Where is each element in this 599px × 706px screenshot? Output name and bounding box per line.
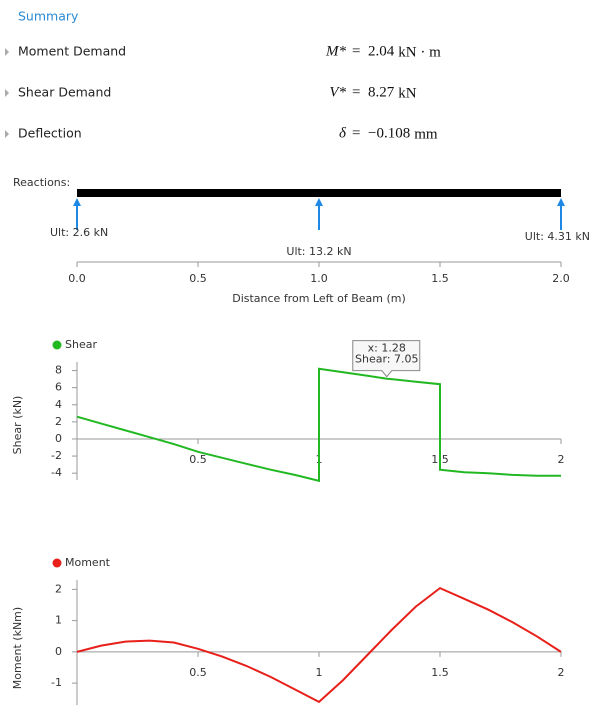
tooltip-box — [352, 340, 421, 378]
x-tick-label: 2 — [558, 453, 565, 466]
y-tick-label: 0 — [55, 645, 62, 658]
reaction-arrowhead — [557, 198, 565, 206]
reaction-arrowhead — [73, 198, 81, 206]
y-axis-label: Shear (kN) — [11, 396, 24, 455]
y-tick-label: 2 — [55, 415, 62, 428]
x-tick-label: 0.5 — [189, 272, 207, 285]
x-tick-label: 0.5 — [189, 453, 207, 466]
x-tick-label: 1.5 — [431, 272, 449, 285]
formula-equals: = — [352, 84, 360, 100]
expand-arrow[interactable] — [5, 89, 9, 97]
y-tick-label: 6 — [55, 381, 62, 394]
x-tick-label: 2 — [558, 666, 565, 679]
formula-value: 2.04 — [368, 43, 395, 59]
reaction-arrowhead — [315, 198, 323, 206]
tooltip-text: x: 1.28 — [368, 342, 406, 355]
y-tick-label: -4 — [51, 466, 62, 479]
legend-marker[interactable] — [52, 340, 62, 350]
row-label[interactable]: Moment Demand — [18, 44, 126, 59]
row-label[interactable]: Deflection — [18, 126, 82, 141]
formula-symbol: M* — [325, 43, 346, 59]
x-tick-label: 2.0 — [552, 272, 570, 285]
formula-unit: kN — [398, 85, 417, 101]
reaction-label: Ult: 2.6 kN — [50, 226, 108, 239]
reaction-label: Ult: 13.2 kN — [286, 245, 351, 258]
beam — [77, 189, 561, 197]
y-tick-label: -1 — [51, 676, 62, 689]
x-tick-label: 0.0 — [68, 272, 86, 285]
tooltip-text: Shear: 7.05 — [355, 353, 419, 366]
y-tick-label: 0 — [55, 432, 62, 445]
formula-unit: kN · m — [398, 44, 441, 60]
y-tick-label: 8 — [55, 364, 62, 377]
y-tick-label: 2 — [55, 582, 62, 595]
x-tick-label: 1.0 — [310, 272, 328, 285]
legend-label[interactable]: Moment — [65, 556, 111, 569]
x-tick-label: 0.5 — [189, 666, 207, 679]
y-tick-label: 1 — [55, 614, 62, 627]
reaction-label: Ult: 4.31 kN — [525, 230, 590, 243]
legend-marker[interactable] — [52, 558, 62, 568]
y-tick-label: -2 — [51, 449, 62, 462]
formula-equals: = — [352, 125, 360, 141]
formula-unit: mm — [414, 126, 438, 142]
x-tick-label: 1.5 — [431, 666, 449, 679]
row-label[interactable]: Shear Demand — [18, 85, 111, 100]
line — [76, 586, 562, 704]
x-tick-label: 1 — [316, 666, 323, 679]
line — [76, 367, 561, 483]
expand-arrow[interactable] — [5, 48, 9, 56]
formula-symbol: V* — [329, 84, 346, 100]
y-axis-label: Moment (kNm) — [11, 607, 24, 689]
x-axis-label: Distance from Left of Beam (m) — [232, 292, 406, 305]
reactions-label: Reactions: — [13, 176, 70, 189]
formula-value: 8.27 — [368, 84, 395, 100]
formula-symbol: δ — [339, 125, 347, 141]
expand-arrow[interactable] — [5, 130, 9, 138]
legend-label[interactable]: Shear — [65, 338, 97, 351]
summary-title[interactable]: Summary — [18, 9, 79, 24]
y-tick-label: 4 — [55, 398, 62, 411]
formula-equals: = — [352, 43, 360, 59]
formula-value: −0.108 — [368, 125, 410, 141]
